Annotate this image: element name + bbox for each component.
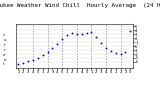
Point: [46, 51, 49, 53]
Point: [71, 33, 73, 34]
Point: [90, 32, 93, 33]
Point: [115, 53, 117, 54]
Point: [119, 53, 122, 55]
Point: [61, 38, 64, 40]
Point: [85, 32, 88, 34]
Point: [51, 48, 54, 49]
Point: [22, 62, 25, 63]
Point: [105, 47, 107, 49]
Point: [41, 55, 44, 56]
Point: [27, 60, 29, 62]
Point: [100, 42, 102, 44]
Point: [110, 50, 112, 52]
Point: [17, 63, 20, 65]
Point: [32, 59, 34, 60]
Point: [37, 57, 39, 58]
Point: [95, 37, 98, 38]
Point: [80, 33, 83, 35]
Point: [76, 34, 78, 35]
Point: [66, 34, 68, 36]
Text: Milwaukee Weather Wind Chill  Hourly Average  (24 Hours): Milwaukee Weather Wind Chill Hourly Aver…: [0, 3, 160, 8]
Point: [124, 52, 127, 53]
Point: [129, 30, 132, 32]
Text: c
u
r
r
e
n
t: c u r r e n t: [3, 33, 6, 66]
Point: [56, 43, 59, 45]
